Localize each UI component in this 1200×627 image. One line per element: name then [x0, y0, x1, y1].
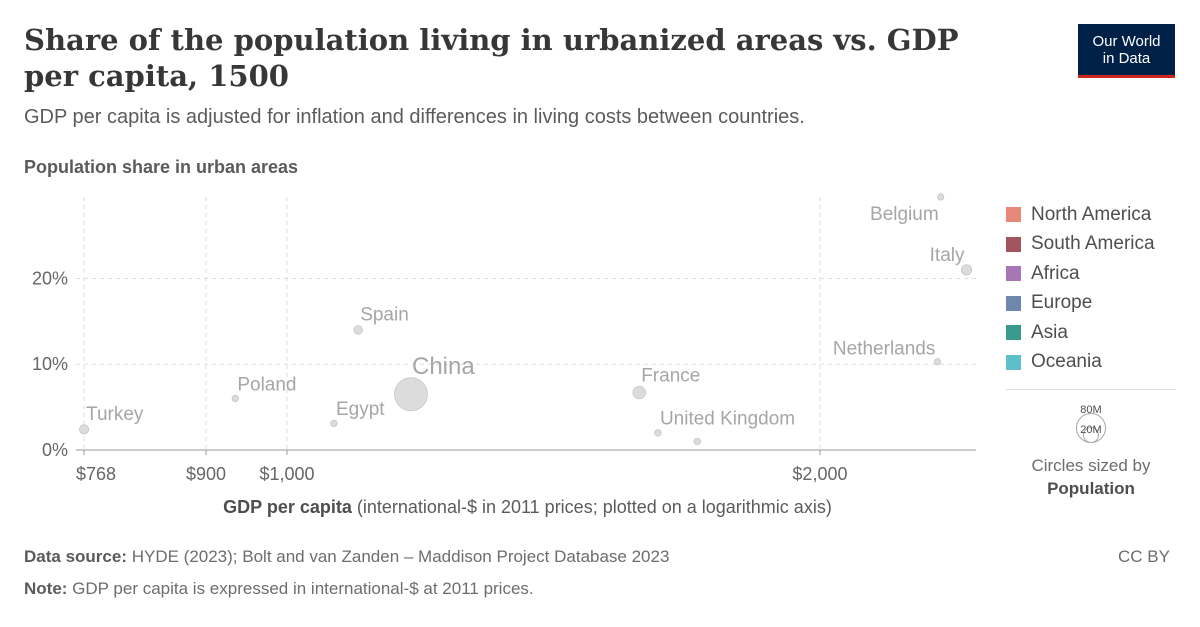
- size-legend-small-label: 20M: [1080, 424, 1101, 436]
- point-label: Turkey: [86, 404, 144, 425]
- point-label: United Kingdom: [660, 409, 795, 430]
- legend-item[interactable]: South America: [1006, 230, 1155, 260]
- x-axis-label-bold: GDP per capita: [223, 497, 352, 517]
- x-axis-label-rest: (international-$ in 2011 prices; plotted…: [351, 497, 832, 517]
- legend-item[interactable]: Oceania: [1006, 348, 1155, 378]
- data-point: [353, 325, 363, 335]
- size-legend-circles: 80M 20M: [1076, 404, 1106, 443]
- region-legend: North America South America Africa Europe As…: [1006, 200, 1155, 377]
- scatter-plot: 0% 10% 20% $768 $900 $1,000 $2,000 China France I…: [32, 193, 976, 484]
- legend-label: Oceania: [1031, 351, 1102, 373]
- point-label: Belgium: [870, 204, 939, 225]
- logo-line-1: Our World: [1092, 33, 1161, 50]
- point-label: Poland: [237, 374, 296, 395]
- footnote-text: GDP per capita is expressed in internati…: [67, 579, 534, 598]
- legend-swatch: [1006, 325, 1021, 341]
- legend-item[interactable]: Asia: [1006, 318, 1155, 348]
- data-source: Data source: HYDE (2023); Bolt and van Z…: [24, 547, 669, 567]
- point-label: Egypt: [336, 399, 385, 420]
- legend-item[interactable]: Europe: [1006, 289, 1155, 319]
- legend-label: Europe: [1031, 292, 1093, 314]
- legend-swatch: [1006, 207, 1021, 223]
- y-axis-label: Population share in urban areas: [24, 157, 299, 177]
- legend-label: Asia: [1031, 321, 1068, 343]
- x-axis-label: GDP per capita (international-$ in 2011 …: [0, 497, 1055, 518]
- x-tick-label: $1,000: [259, 464, 314, 484]
- data-point: [394, 377, 428, 412]
- point-label: China: [412, 353, 475, 380]
- x-tick-label: $2,000: [792, 464, 847, 484]
- data-point: [79, 424, 90, 435]
- legend-swatch: [1006, 266, 1021, 282]
- data-point: [330, 419, 338, 428]
- x-tick-label: $900: [186, 464, 226, 484]
- data-point: [693, 437, 701, 446]
- data-point: [231, 394, 239, 403]
- point-label: Spain: [360, 305, 409, 326]
- size-legend-large-label: 80M: [1080, 404, 1101, 416]
- size-legend: 80M 20M Circles sized by Population: [1006, 398, 1176, 500]
- point-label: Italy: [930, 245, 965, 266]
- footnote: Note: GDP per capita is expressed in int…: [24, 579, 534, 599]
- data-source-text: HYDE (2023); Bolt and van Zanden – Maddi…: [126, 547, 670, 566]
- point-label: France: [641, 365, 700, 386]
- footnote-label: Note:: [24, 579, 68, 598]
- size-legend-note-line2: Population: [1047, 479, 1135, 498]
- legend-divider: [1006, 389, 1176, 390]
- data-point: [961, 264, 973, 276]
- data-point: [654, 429, 662, 437]
- size-legend-note-line1: Circles sized by: [1031, 456, 1151, 475]
- y-tick-label: 0%: [42, 440, 68, 460]
- legend-label: Africa: [1031, 262, 1080, 284]
- data-point: [937, 193, 945, 201]
- data-point: [632, 385, 646, 400]
- legend-swatch: [1006, 354, 1021, 370]
- logo-line-2: in Data: [1102, 50, 1151, 67]
- size-legend-small-circle: [1083, 427, 1099, 443]
- x-tick-label: $768: [76, 464, 116, 484]
- license-link[interactable]: CC BY: [1118, 547, 1170, 566]
- chart-title: Share of the population living in urbani…: [24, 23, 959, 93]
- legend-label: South America: [1031, 233, 1155, 255]
- y-tick-label: 20%: [32, 268, 68, 288]
- owid-logo[interactable]: Our World in Data: [1078, 24, 1175, 78]
- legend-item[interactable]: Africa: [1006, 259, 1155, 289]
- chart-subtitle: GDP per capita is adjusted for inflation…: [24, 106, 805, 128]
- legend-swatch: [1006, 236, 1021, 252]
- y-tick-label: 10%: [32, 354, 68, 374]
- data-source-label: Data source:: [24, 547, 127, 566]
- legend-swatch: [1006, 295, 1021, 311]
- point-label: Netherlands: [833, 338, 935, 359]
- legend-item[interactable]: North America: [1006, 200, 1155, 230]
- data-point: [933, 358, 941, 366]
- size-legend-note: Circles sized by Population: [1006, 454, 1176, 500]
- legend-label: North America: [1031, 203, 1152, 225]
